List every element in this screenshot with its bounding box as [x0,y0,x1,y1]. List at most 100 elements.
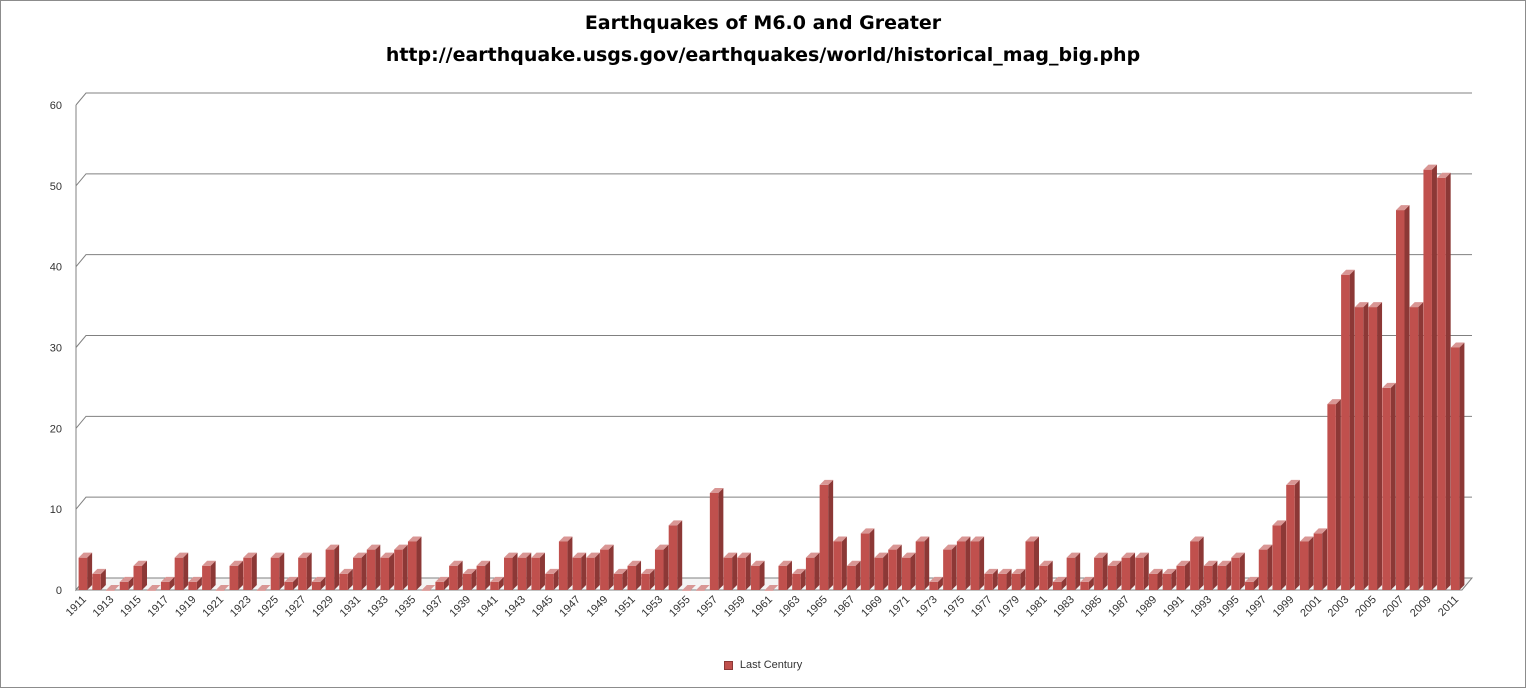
gridline [75,92,1472,106]
bar-1949 [600,544,614,590]
bar-1986 [1107,560,1122,590]
bar-1924 [257,585,271,591]
x-tick-label: 1967 [832,594,858,620]
bar-1978 [998,568,1012,590]
bar-1947 [572,552,587,590]
gridline [75,496,1472,510]
gridline [75,415,1472,429]
bar-2010 [1437,172,1451,590]
bar-1973 [929,576,943,590]
x-tick-label: 2005 [1353,594,1379,620]
x-tick-label: 1913 [91,594,117,620]
bar-1994 [1217,560,1232,590]
x-tick-label: 1987 [1106,594,1132,620]
bar-1988 [1135,552,1149,590]
x-tick-label: 1945 [530,594,556,620]
bar-1970 [888,544,902,590]
bar-2000 [1299,536,1314,590]
bar-1954 [668,520,683,590]
bar-1985 [1094,552,1108,590]
x-tick-label: 1921 [200,594,226,620]
bar-1963 [792,568,806,590]
bar-1944 [531,552,545,590]
bar-1968 [860,528,875,590]
bar-1916 [147,585,161,591]
x-tick-label: 1911 [64,594,89,619]
bar-1943 [517,552,532,590]
bar-1932 [366,544,381,590]
bar-1935 [407,536,422,590]
bar-2008 [1409,302,1424,590]
x-tick-label: 1939 [447,594,473,620]
x-tick-label: 1919 [173,594,199,620]
bar-1961 [764,585,779,591]
bar-1959 [737,552,751,590]
bar-1953 [654,544,669,590]
x-tick-label: 1981 [1024,594,1050,620]
x-tick-label: 1915 [118,594,144,620]
x-tick-label: 1975 [941,594,967,620]
bar-1940 [476,560,491,590]
bar-2004 [1354,302,1369,590]
bar-1913 [106,585,120,591]
x-tick-label: 1917 [146,594,172,620]
y-tick-label: 0 [56,585,62,597]
bar-2007 [1395,205,1410,591]
y-tick-label: 10 [50,504,62,516]
bar-1941 [490,576,504,590]
bar-1929 [325,544,340,590]
bar-1998 [1272,520,1286,590]
x-tick-label: 2009 [1408,594,1434,620]
bar-2002 [1327,399,1341,590]
bar-2009 [1423,164,1437,590]
bar-1983 [1066,552,1081,590]
x-tick-label: 1931 [338,594,364,620]
x-tick-label: 1957 [694,594,720,620]
bar-1934 [394,544,408,590]
x-tick-label: 1933 [365,594,391,620]
x-tick-label: 1995 [1216,594,1242,620]
x-tick-label: 1971 [887,594,913,620]
x-tick-label: 2007 [1381,594,1407,620]
y-tick-label: 30 [50,343,62,355]
x-tick-label: 1929 [310,594,336,620]
bar-1946 [558,536,573,590]
bar-1930 [339,568,353,590]
bar-1960 [751,560,765,590]
bar-1982 [1052,576,1067,590]
bar-1967 [847,560,861,590]
x-tick-label: 1991 [1161,594,1187,620]
x-tick-label: 1989 [1134,594,1160,620]
bar-1997 [1258,544,1273,590]
bar-1933 [380,552,395,590]
x-tick-label: 1965 [804,594,830,620]
x-tick-label: 1951 [612,594,638,620]
x-tick-label: 1953 [640,594,666,620]
x-tick-label: 1943 [502,594,528,620]
bar-1922 [229,560,244,590]
x-tick-label: 1949 [585,594,611,620]
y-axis-line [75,105,87,592]
bar-1976 [970,536,985,590]
bar-1938 [449,560,463,590]
bar-1971 [901,552,916,590]
x-tick-label: 1997 [1243,594,1269,620]
bar-1980 [1025,536,1039,590]
legend-swatch [723,660,733,670]
bar-1942 [504,552,518,590]
bar-2005 [1368,302,1383,590]
bar-1950 [613,568,628,590]
bar-1989 [1148,568,1163,590]
bar-1956 [696,585,710,591]
bar-1945 [545,568,559,590]
y-tick-label: 40 [50,262,62,274]
bar-1915 [133,560,148,590]
bar-1999 [1286,479,1300,590]
bar-1957 [709,488,724,590]
bar-1919 [188,576,202,590]
bar-1962 [778,560,792,590]
x-tick-label: 1959 [722,594,748,620]
x-tick-label: 1993 [1188,594,1214,620]
x-tick-label: 2011 [1436,594,1461,619]
bar-1925 [270,552,285,590]
